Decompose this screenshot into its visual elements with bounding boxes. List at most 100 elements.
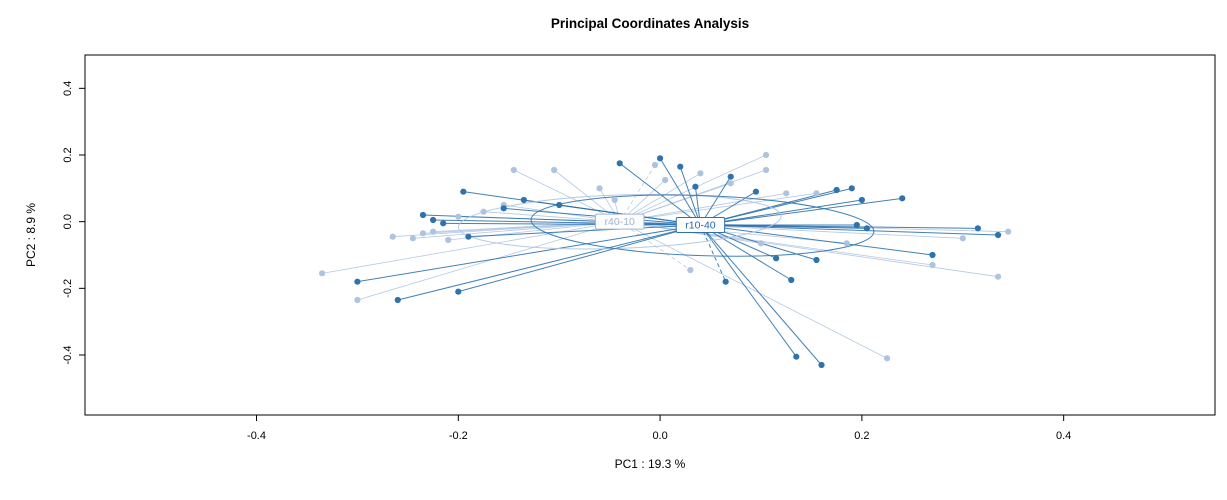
data-point	[793, 353, 800, 360]
centroid-label-box	[595, 213, 645, 230]
data-point	[556, 201, 563, 209]
data-point	[994, 231, 1002, 239]
data-point	[500, 205, 507, 212]
x-tick-label: 0.4	[1056, 430, 1071, 442]
data-point	[677, 163, 684, 170]
x-tick-label: 0.0	[652, 430, 667, 442]
data-point	[899, 195, 906, 202]
spider-segment	[357, 224, 701, 283]
spider-segment	[659, 158, 701, 226]
spider-segment	[700, 224, 978, 229]
data-point	[853, 221, 860, 229]
data-point	[419, 230, 427, 237]
spider-segment	[619, 192, 787, 223]
confidence-ellipse	[530, 194, 875, 257]
data-point	[611, 196, 618, 204]
data-point	[460, 188, 467, 195]
spider-segment	[679, 166, 701, 226]
x-tick-label: -0.4	[247, 430, 266, 442]
spider-segment	[619, 221, 888, 359]
spider-segment	[700, 224, 822, 366]
y-tick-label: -0.4	[62, 346, 74, 365]
spider-segment	[433, 219, 701, 226]
centroid-label: r10-40	[685, 220, 716, 232]
data-point	[722, 278, 729, 285]
data-point	[445, 236, 452, 244]
data-point	[752, 188, 760, 195]
spider-segment	[322, 221, 620, 274]
spider-segment	[619, 221, 691, 271]
y-axis-label: PC2 : 8.9 %	[24, 202, 38, 268]
spider-segment	[700, 224, 797, 357]
y-tick-label: 0.0	[62, 214, 74, 229]
data-point	[419, 211, 427, 219]
spider-segment	[700, 176, 732, 226]
spider-segment	[619, 221, 847, 244]
data-point	[929, 261, 936, 269]
spider-segment	[700, 224, 933, 256]
data-point	[727, 180, 734, 187]
spider-segment	[553, 169, 620, 222]
data-point	[662, 176, 669, 184]
y-tick-label: 0.4	[62, 81, 74, 96]
spider-segment	[458, 224, 701, 293]
data-point	[788, 276, 795, 284]
y-tick-label: -0.2	[62, 279, 74, 298]
data-point	[480, 208, 487, 215]
centroid-label-box	[675, 217, 726, 233]
data-point	[409, 235, 417, 242]
data-point	[455, 288, 462, 295]
data-point	[783, 190, 790, 197]
data-point	[318, 270, 326, 277]
confidence-ellipse	[457, 193, 782, 250]
data-point	[929, 251, 936, 259]
data-point	[974, 225, 982, 232]
spider-segment	[443, 222, 701, 226]
x-tick-label: -0.2	[449, 430, 468, 442]
plot-box	[84, 54, 1216, 416]
spider-segment	[357, 221, 620, 301]
centroid-label: r40-10	[605, 216, 636, 228]
data-point	[394, 296, 401, 304]
x-axis-label: PC1 : 19.3 %	[614, 457, 686, 471]
spider-segment	[619, 172, 701, 223]
data-point	[429, 216, 437, 224]
data-point	[773, 255, 780, 262]
data-point	[762, 151, 770, 159]
data-point	[389, 233, 396, 240]
data-point	[848, 185, 855, 192]
chart-title: Principal Coordinates Analysis	[550, 16, 750, 31]
data-point	[818, 361, 825, 369]
data-point	[596, 185, 603, 192]
data-point	[465, 233, 472, 240]
data-point	[440, 220, 447, 227]
data-point	[863, 225, 871, 232]
spider-segment	[700, 197, 903, 226]
data-point	[551, 166, 558, 174]
spider-segment	[397, 224, 701, 301]
data-point	[833, 186, 840, 194]
data-point	[959, 235, 966, 242]
spider-segment	[699, 224, 727, 282]
spider-segment	[700, 187, 852, 226]
data-point	[651, 161, 659, 169]
data-point	[757, 240, 765, 247]
data-point	[1005, 228, 1012, 235]
spider-segment	[700, 199, 862, 226]
spider-segment	[700, 224, 999, 236]
data-point	[429, 228, 437, 235]
data-point	[687, 266, 694, 274]
data-point	[883, 355, 891, 362]
data-point	[656, 155, 664, 162]
data-point	[354, 278, 361, 285]
x-tick-label: 0.2	[854, 430, 869, 442]
y-tick-label: 0.2	[62, 147, 74, 162]
spider-segment	[700, 224, 792, 281]
data-point	[616, 160, 623, 167]
data-point	[692, 183, 699, 190]
data-point	[697, 170, 704, 177]
data-point	[813, 190, 820, 197]
data-point	[994, 273, 1002, 280]
